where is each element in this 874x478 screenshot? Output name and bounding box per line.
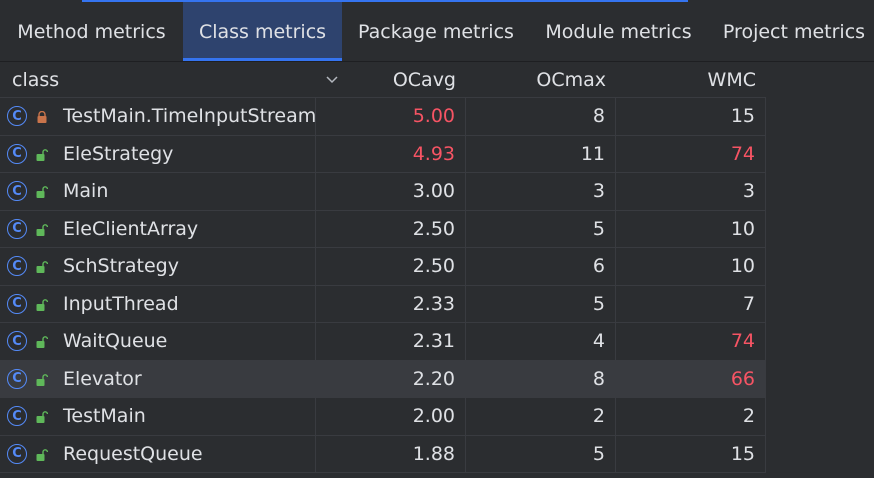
table-row[interactable]: C RequestQueue 1.88 5 15 <box>0 435 766 473</box>
class-name-label: Main <box>63 180 109 203</box>
class-name-label: WaitQueue <box>63 330 168 353</box>
class-icon: C <box>7 218 27 239</box>
wmc-cell: 7 <box>616 285 766 322</box>
class-name-label: EleClientArray <box>63 217 199 240</box>
table-header: class OCavg OCmax WMC <box>0 62 766 98</box>
class-name-label: RequestQueue <box>63 442 203 465</box>
column-header-class[interactable]: class <box>12 69 60 91</box>
class-name-cell: C Main <box>0 173 316 210</box>
wmc-cell: 15 <box>616 435 766 472</box>
class-icon: C <box>7 331 27 352</box>
ocmax-cell: 2 <box>466 398 616 435</box>
class-icon: C <box>7 368 27 389</box>
wmc-cell: 74 <box>616 323 766 360</box>
ocmax-cell: 5 <box>466 285 616 322</box>
ocavg-cell: 5.00 <box>316 98 466 135</box>
table-body: C TestMain.TimeInputStream 5.00 8 15 C EleStra… <box>0 98 766 473</box>
tab-class-metrics-label: Class metrics <box>198 20 327 43</box>
column-header-ocmax[interactable]: OCmax <box>536 69 606 91</box>
ocavg-cell: 1.88 <box>316 435 466 472</box>
class-name-cell: C Elevator <box>0 360 316 397</box>
table-row[interactable]: C TestMain.TimeInputStream 5.00 8 15 <box>0 98 766 136</box>
column-header-ocavg[interactable]: OCavg <box>392 69 456 91</box>
tab-module-metrics[interactable]: Module metrics <box>545 20 692 43</box>
table-row[interactable]: C TestMain 2.00 2 2 <box>0 398 766 436</box>
ocmax-cell: 6 <box>466 248 616 285</box>
ocavg-cell: 2.50 <box>316 210 466 247</box>
ocmax-cell: 5 <box>466 435 616 472</box>
tab-project-metrics[interactable]: Project metrics <box>722 20 866 43</box>
class-name-cell: C TestMain.TimeInputStream <box>0 98 316 135</box>
class-name-cell: C InputThread <box>0 285 316 322</box>
table-row[interactable]: C InputThread 2.33 5 7 <box>0 285 766 323</box>
class-name-label: SchStrategy <box>63 255 179 278</box>
wmc-cell: 3 <box>616 173 766 210</box>
class-icon: C <box>7 293 27 314</box>
class-icon: C <box>7 256 27 277</box>
tab-bar-accent-line <box>82 0 688 2</box>
ocavg-cell: 2.20 <box>316 360 466 397</box>
class-name-label: TestMain <box>63 405 146 428</box>
lock-open-icon <box>36 223 48 236</box>
class-icon: C <box>7 106 27 127</box>
chevron-down-icon[interactable] <box>320 62 344 98</box>
tab-class-metrics[interactable]: Class metrics <box>183 2 342 61</box>
class-name-label: TestMain.TimeInputStream <box>63 105 316 128</box>
wmc-cell: 2 <box>616 398 766 435</box>
lock-open-icon <box>36 298 48 311</box>
tab-method-metrics[interactable]: Method metrics <box>17 20 166 43</box>
class-name-cell: C WaitQueue <box>0 323 316 360</box>
wmc-cell: 15 <box>616 98 766 135</box>
class-icon: C <box>7 406 27 427</box>
ocavg-cell: 4.93 <box>316 135 466 172</box>
wmc-cell: 66 <box>616 360 766 397</box>
lock-open-icon <box>36 186 48 199</box>
wmc-cell: 10 <box>616 210 766 247</box>
tab-package-metrics[interactable]: Package metrics <box>358 20 514 43</box>
class-name-label: Elevator <box>63 367 142 390</box>
class-icon: C <box>7 181 27 202</box>
table-empty-area <box>766 62 874 478</box>
lock-closed-icon <box>37 111 47 124</box>
class-name-cell: C TestMain <box>0 398 316 435</box>
table-row[interactable]: C EleStrategy 4.93 11 74 <box>0 135 766 173</box>
class-name-cell: C SchStrategy <box>0 248 316 285</box>
lock-open-icon <box>36 148 48 161</box>
table-row[interactable]: C EleClientArray 2.50 5 10 <box>0 210 766 248</box>
ocmax-cell: 8 <box>466 360 616 397</box>
ocavg-cell: 2.33 <box>316 285 466 322</box>
lock-open-icon <box>36 261 48 274</box>
active-tab-underline <box>183 58 342 61</box>
wmc-cell: 10 <box>616 248 766 285</box>
lock-open-icon <box>36 336 48 349</box>
class-name-label: EleStrategy <box>63 142 174 165</box>
lock-open-icon <box>36 373 48 386</box>
table-row[interactable]: C Main 3.00 3 3 <box>0 173 766 211</box>
ocmax-cell: 4 <box>466 323 616 360</box>
ocavg-cell: 3.00 <box>316 173 466 210</box>
table-row[interactable]: C Elevator 2.20 8 66 <box>0 360 766 398</box>
lock-open-icon <box>36 448 48 461</box>
class-name-cell: C RequestQueue <box>0 435 316 472</box>
ocavg-cell: 2.00 <box>316 398 466 435</box>
ocavg-cell: 2.31 <box>316 323 466 360</box>
ocavg-cell: 2.50 <box>316 248 466 285</box>
class-icon: C <box>7 143 27 164</box>
class-name-label: InputThread <box>63 292 179 315</box>
table-row[interactable]: C WaitQueue 2.31 4 74 <box>0 323 766 361</box>
ocmax-cell: 5 <box>466 210 616 247</box>
class-name-cell: C EleClientArray <box>0 210 316 247</box>
metrics-tab-bar: Method metrics Class metrics Package met… <box>0 0 874 62</box>
ocmax-cell: 3 <box>466 173 616 210</box>
ocmax-cell: 11 <box>466 135 616 172</box>
lock-open-icon <box>36 411 48 424</box>
ocmax-cell: 8 <box>466 98 616 135</box>
wmc-cell: 74 <box>616 135 766 172</box>
class-name-cell: C EleStrategy <box>0 135 316 172</box>
table-row[interactable]: C SchStrategy 2.50 6 10 <box>0 248 766 286</box>
class-icon: C <box>7 443 27 464</box>
class-metrics-table: class OCavg OCmax WMC C TestMain.TimeInpu… <box>0 62 874 478</box>
column-header-wmc[interactable]: WMC <box>707 69 756 91</box>
